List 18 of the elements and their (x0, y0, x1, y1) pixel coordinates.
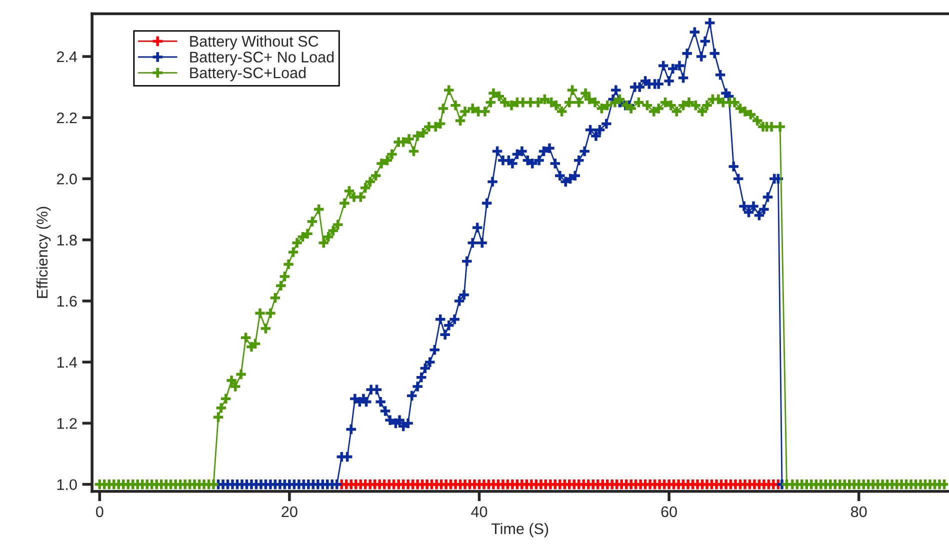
x-tick-label: 40 (471, 506, 488, 518)
y-tick-label: 2.2 (57, 112, 77, 124)
y-tick-label: 1.8 (57, 234, 77, 246)
legend-label: Battery-SC+Load (190, 67, 306, 82)
x-tick-label: 0 (96, 506, 104, 518)
x-tick-label: 20 (282, 506, 298, 518)
x-tick-label: 60 (661, 506, 677, 518)
legend-label: Battery-SC+ No Load (190, 51, 334, 66)
x-tick-label: 80 (851, 506, 867, 518)
y-tick-label: 2.4 (57, 51, 78, 62)
y-axis-title: Efficiency (%) (36, 206, 51, 298)
x-axis-title: Time (S) (491, 522, 548, 538)
y-tick-label: 1.0 (57, 479, 77, 490)
y-tick-label: 2.0 (57, 174, 77, 184)
y-tick-label: 1.6 (57, 296, 77, 307)
legend-label: Battery Without SC (190, 36, 318, 50)
y-tick-label: 1.4 (57, 357, 78, 368)
y-tick-label: 1.2 (57, 418, 77, 429)
